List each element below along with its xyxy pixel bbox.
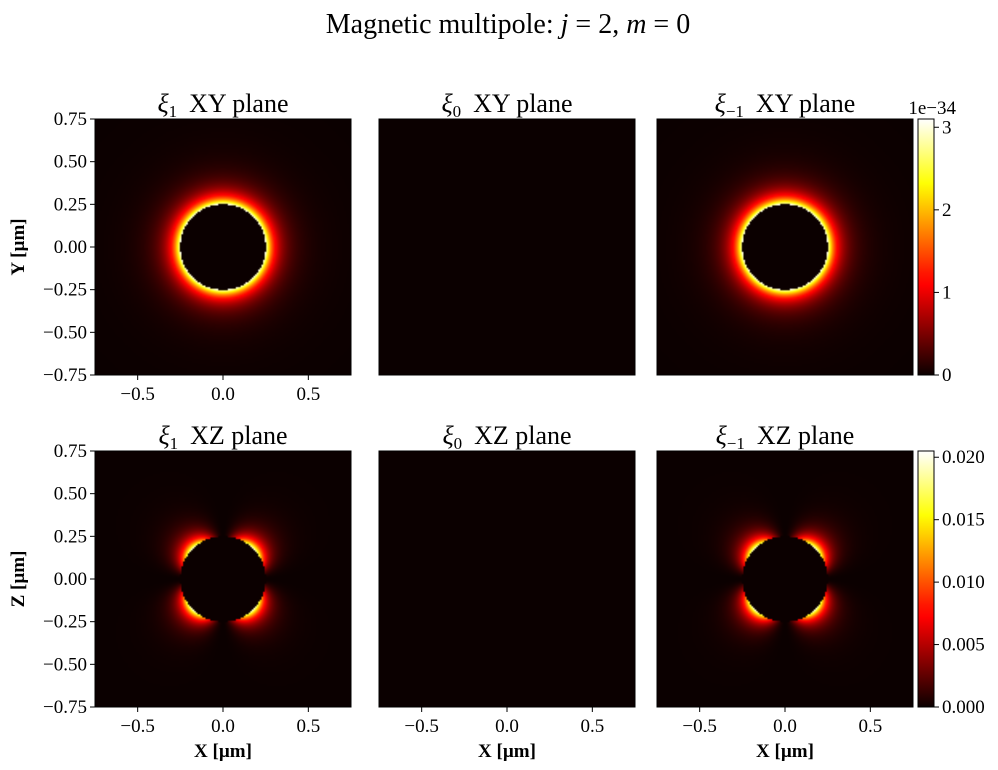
x-tick-label: 0.5 [296,384,320,405]
panel-xz-xi_1: ξ1 XZ plane −0.75 −0.50 −0.25 0.00 0.25 0.50 0.7… [8,421,352,762]
colorbar-xz: 0.000 0.005 0.010 0.015 0.020 [917,447,985,718]
colorbar-tick-label: 0.010 [942,572,985,593]
y-tick-label: 0.75 [54,109,87,130]
panel-title-text: XY plane [473,89,572,118]
y-tick-label: 0.50 [54,484,87,505]
heatmap-xz-xi_0 [379,451,635,707]
panel-xy-xi_1: ξ1 XY plane −0.75 −0.50 −0.25 0.00 0.25 0.50 0.7… [8,89,352,405]
component-index: 0 [454,434,463,453]
component-symbol: ξ [441,89,453,118]
y-tick-label: 0.00 [54,237,87,258]
panel-title: ξ1 XY plane [157,89,288,121]
component-index: −1 [727,434,745,453]
y-tick-label: −0.25 [43,280,87,301]
component-symbol: ξ [158,421,170,450]
component-index: 1 [170,434,179,453]
colorbar-gradient [918,451,934,707]
y-tick-label: 0.00 [54,569,87,590]
colorbar-gradient [918,119,934,375]
y-tick-label: 0.75 [54,441,87,462]
colorbar-tick-label: 0 [942,365,952,386]
component-symbol: ξ [442,421,454,450]
x-axis-label: X [µm] [478,741,536,762]
panel-title: ξ0 XZ plane [442,421,571,453]
panel-title: ξ0 XY plane [441,89,572,121]
panel-title-text: XZ plane [757,421,854,450]
y-tick-label: −0.50 [43,322,87,343]
panel-title-text: XZ plane [474,421,571,450]
x-axis-label: X [µm] [194,741,252,762]
x-tick-label: 0.0 [773,716,797,737]
y-tick-label: 0.25 [54,526,87,547]
component-symbol: ξ [157,89,169,118]
panel-xy-xi_0: ξ0 XY plane [378,89,636,376]
colorbar-frame [917,118,935,376]
panel-xz-xi_-1: ξ−1 XZ plane−0.5 0.0 0.5X [µm]0.0000.0050.0… [656,421,985,762]
x-tick-label: 0.5 [296,716,320,737]
colorbar-tick-label: 0.020 [942,447,985,468]
y-tick-label: 0.50 [54,152,87,173]
colorbar-tick-label: 3 [942,117,952,138]
colorbar-xy: 0 1 2 31e−34 [908,98,956,386]
panel-title: ξ−1 XY plane [715,89,856,121]
y-tick-label: −0.25 [43,612,87,633]
y-tick-label: −0.50 [43,654,87,675]
y-axis-label: Y [µm] [8,218,29,275]
x-tick-label: 0.0 [211,716,235,737]
panel-frame [656,118,914,376]
heatmap-xy-xi_0 [379,119,635,375]
x-tick-label: −0.5 [120,384,154,405]
colorbar-tick-label: 1 [942,282,952,303]
panel-title: ξ−1 XZ plane [716,421,855,453]
colorbar-offset-label: 1e−34 [908,98,956,119]
y-tick-label: −0.75 [43,365,87,386]
panel-title: ξ1 XZ plane [158,421,287,453]
x-tick-label: −0.5 [682,716,716,737]
colorbar-tick-label: 2 [942,200,952,221]
x-tick-label: 0.0 [211,384,235,405]
component-index: 1 [169,102,178,121]
component-index: −1 [726,102,744,121]
heatmap-xy-xi_-1 [657,119,913,375]
heatmap-xz-xi_-1 [657,451,913,707]
x-tick-label: −0.5 [404,716,438,737]
x-tick-label: 0.5 [858,716,882,737]
component-symbol: ξ [716,421,728,450]
component-symbol: ξ [715,89,727,118]
colorbar-tick-label: 0.000 [942,697,985,718]
y-axis-label: Z [µm] [8,551,29,608]
y-tick-label: 0.25 [54,194,87,215]
colorbar-tick-label: 0.005 [942,635,985,656]
panel-title-text: XY plane [189,89,288,118]
colorbar-tick-label: 0.015 [942,510,985,531]
heatmap-xy-xi_1 [95,119,351,375]
x-tick-label: 0.5 [580,716,604,737]
panel-xz-xi_0: ξ0 XZ plane −0.5 0.0 0.5 X [µm] [378,421,636,762]
panel-xy-xi_-1: ξ−1 XY plane 0 1 2 31e−34 [656,89,956,386]
panel-title-text: XZ plane [190,421,287,450]
panel-title-text: XY plane [756,89,855,118]
x-tick-label: −0.5 [120,716,154,737]
y-tick-label: −0.75 [43,697,87,718]
colorbar-frame [917,450,935,708]
x-axis-label: X [µm] [756,741,814,762]
panel-frame [378,118,636,376]
heatmap-xz-xi_1 [95,451,351,707]
x-tick-label: 0.0 [495,716,519,737]
component-index: 0 [453,102,462,121]
figure-title: Magnetic multipole: j = 2, m = 0 [326,9,690,40]
